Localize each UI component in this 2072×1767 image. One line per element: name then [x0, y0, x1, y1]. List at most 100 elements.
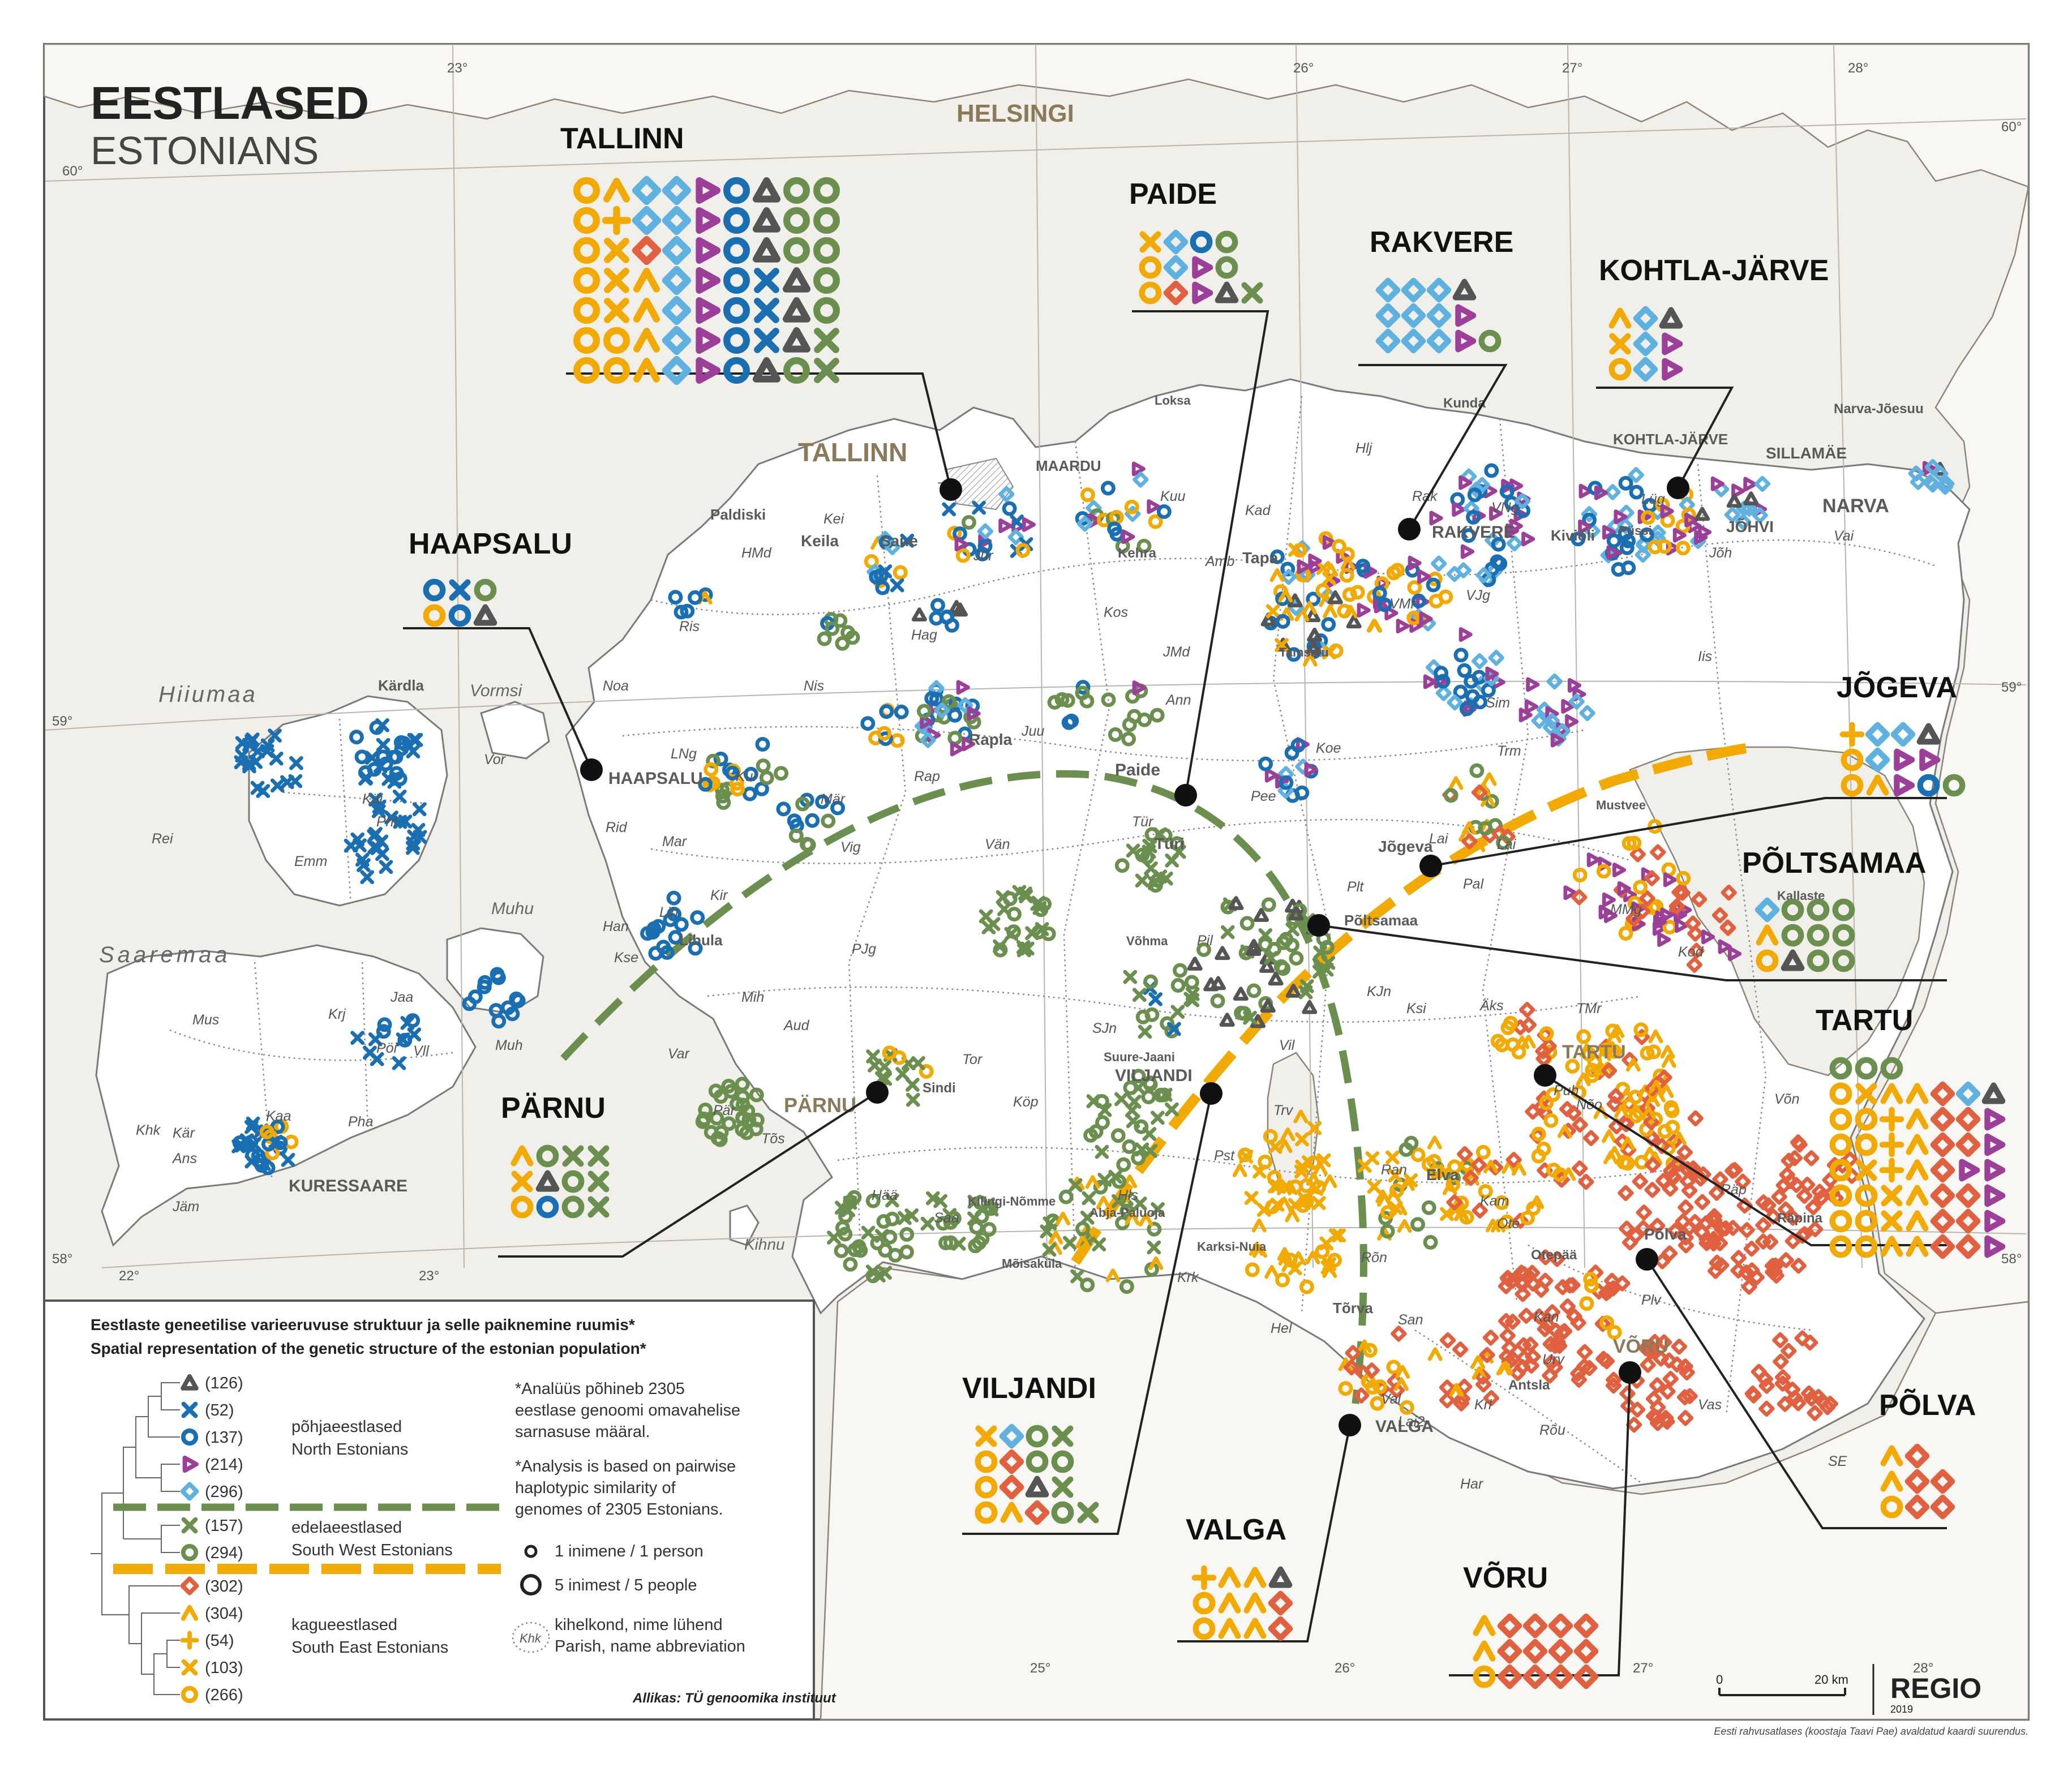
diamond-symbol [1758, 1378, 1775, 1394]
city-label: Abja-Paluoja [1089, 1206, 1165, 1220]
city-marker [1398, 518, 1421, 541]
callout-title: KOHTLA-JÄRVE [1599, 254, 1829, 287]
parish-label: Mär [821, 791, 846, 807]
diamond-symbol [1924, 477, 1941, 493]
leader-line [498, 1091, 878, 1258]
circle-symbol [1607, 1325, 1622, 1340]
circle-symbol [723, 327, 750, 354]
caret-symbol [1620, 1136, 1635, 1151]
diamond-symbol [1930, 1132, 1955, 1157]
circle-symbol [1083, 1127, 1099, 1143]
circle-symbol [462, 996, 477, 1011]
triangle-symbol [1022, 517, 1036, 532]
diamond-symbol [1550, 1334, 1566, 1350]
circle-symbol [1342, 587, 1357, 602]
diamond-symbol [1497, 1613, 1522, 1639]
circle-symbol [1108, 727, 1123, 742]
parish-label: Lai [1497, 837, 1517, 852]
circle-symbol [254, 1158, 269, 1173]
parish-label: Jaa [390, 989, 413, 1005]
dark-triangle-symbol [1203, 977, 1219, 992]
circle-symbol [1399, 1400, 1414, 1415]
parish-label: Ran [1381, 1162, 1407, 1178]
cross-symbol [268, 728, 282, 743]
diamond-symbol [1649, 1377, 1666, 1393]
city-label: MAARDU [1036, 457, 1101, 474]
cross-symbol [1385, 1150, 1400, 1165]
cross-symbol [890, 578, 904, 593]
diamond-symbol [1691, 891, 1708, 908]
diamond-symbol [1605, 1377, 1622, 1394]
circle-symbol [1134, 1119, 1149, 1134]
dark-triangle-symbol [1260, 998, 1276, 1013]
caret-symbol [1243, 1592, 1267, 1614]
city-label: Lihula [679, 932, 723, 949]
cross-symbol [242, 759, 256, 774]
diamond-symbol [884, 539, 900, 555]
triangle-symbol [1662, 332, 1683, 355]
diamond-symbol [998, 486, 1015, 503]
diamond-symbol [1678, 1237, 1695, 1254]
circle-symbol [1633, 880, 1648, 895]
caret-symbol [1085, 1175, 1100, 1189]
triangle-symbol [1455, 304, 1477, 327]
circle-symbol [1629, 484, 1644, 500]
triangle-symbol [1526, 677, 1540, 692]
legend-count: (157) [205, 1517, 243, 1535]
triangle-symbol [696, 207, 721, 234]
circle-symbol [688, 590, 702, 605]
caret-symbol [603, 178, 630, 203]
circle-symbol [673, 604, 689, 620]
circle-symbol [1279, 775, 1294, 790]
vormsi-island [480, 701, 550, 760]
circle-symbol [1123, 1080, 1138, 1095]
cross-symbol [1004, 927, 1019, 941]
circle-symbol [1380, 1224, 1395, 1239]
dark-triangle-symbol [1228, 896, 1244, 910]
circle-symbol [1445, 1177, 1461, 1193]
caret-symbol [1866, 774, 1889, 796]
dark-triangle-symbol [1659, 307, 1683, 329]
caret-symbol [1252, 1244, 1268, 1258]
triangle-symbol [1192, 281, 1213, 304]
parish-et-text: kihelkond, nime lühend [555, 1616, 723, 1634]
kihnu-label: Kihnu [744, 1236, 785, 1253]
diamond-symbol [1515, 1286, 1531, 1302]
diamond-symbol [1388, 1382, 1405, 1399]
circle-symbol [1080, 487, 1095, 503]
circle-symbol [1116, 1157, 1131, 1172]
circle-symbol [1596, 864, 1611, 879]
triangle-symbol [1147, 499, 1161, 514]
circle-symbol [376, 1024, 391, 1039]
diamond-symbol [1578, 1173, 1594, 1190]
circle-symbol [1184, 975, 1199, 990]
diamond-symbol [1499, 1270, 1516, 1286]
circle-symbol [1215, 230, 1238, 254]
circle-symbol [955, 548, 971, 563]
triangle-symbol [950, 741, 964, 757]
caret-symbol [1434, 1164, 1449, 1178]
diamond-symbol [1446, 1194, 1463, 1211]
callout-haapsalu: HAAPSALU [403, 527, 603, 781]
parish-label: VMr [1389, 596, 1417, 612]
circle-symbol [491, 1014, 507, 1029]
circle-symbol [1273, 959, 1289, 974]
diamond-symbol [1439, 1392, 1456, 1409]
parish-label: Kam [1480, 1193, 1509, 1209]
circle-symbol [1327, 1253, 1342, 1268]
circle-symbol [1411, 593, 1426, 608]
caret-symbol [1498, 1361, 1513, 1375]
caret-symbol [1114, 1188, 1130, 1202]
cross-symbol [1095, 1144, 1109, 1159]
diamond-symbol [1475, 1376, 1492, 1393]
circle-symbol [723, 207, 750, 234]
caret-symbol [1302, 653, 1318, 667]
circle-symbol [477, 975, 492, 990]
diamond-symbol [1497, 1639, 1522, 1664]
cross-symbol [1132, 1196, 1147, 1211]
diamond-symbol [1618, 1185, 1634, 1202]
caret-symbol [1470, 1355, 1486, 1369]
diamond-symbol [1533, 1099, 1550, 1116]
circle-symbol [181, 1428, 199, 1446]
circle-symbol [1520, 1211, 1535, 1225]
